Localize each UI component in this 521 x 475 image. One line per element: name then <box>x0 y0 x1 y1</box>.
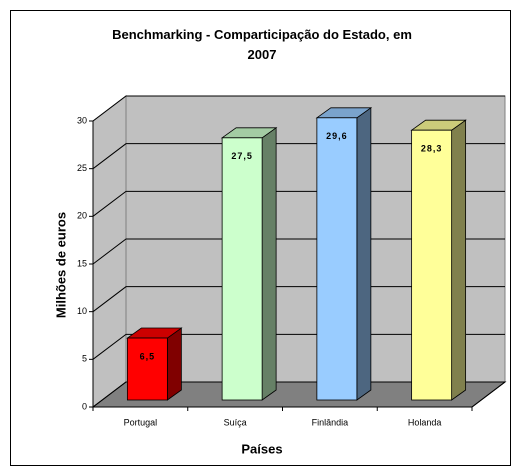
bar <box>315 107 373 401</box>
chart-title: Benchmarking - Comparticipação do Estado… <box>112 27 412 62</box>
x-tick-label: Holanda <box>408 417 442 427</box>
grid-line <box>92 95 505 122</box>
bar <box>220 127 278 401</box>
y-tick-label: 20 <box>77 211 87 221</box>
y-tick-label: 5 <box>82 354 87 364</box>
x-tick-label: Suíça <box>224 417 247 427</box>
y-tick-label: 15 <box>77 258 87 268</box>
bar <box>126 327 183 401</box>
bar-side <box>166 327 182 401</box>
grid-line <box>92 381 505 408</box>
value-label: 28,3 <box>421 144 443 154</box>
bar-side <box>451 119 467 401</box>
y-tick-label: 25 <box>77 163 87 173</box>
bar-side <box>261 127 277 401</box>
y-tick-label: 30 <box>77 115 87 125</box>
x-axis-label: Países <box>241 441 282 456</box>
value-label: 6,5 <box>140 351 156 361</box>
x-tick-label: Finlândia <box>312 417 349 427</box>
value-label: 27,5 <box>231 151 253 161</box>
grid-line <box>92 190 505 217</box>
value-label: 29,6 <box>326 131 348 141</box>
y-axis-label: Milhões de euros <box>53 212 68 318</box>
grid-line <box>92 143 505 170</box>
x-tick-label: Portugal <box>124 417 158 427</box>
x-axis-depth <box>471 381 506 408</box>
bar-side <box>356 107 372 401</box>
bar <box>410 119 467 401</box>
grid-line <box>92 286 505 313</box>
bar-front <box>126 337 168 401</box>
bar-front <box>411 129 453 401</box>
bar-front <box>221 137 263 401</box>
grid-line <box>92 238 505 265</box>
grid-line <box>92 333 505 360</box>
y-tick-label: 0 <box>82 401 87 411</box>
y-tick-label: 10 <box>77 306 87 316</box>
bar-front <box>316 117 358 401</box>
